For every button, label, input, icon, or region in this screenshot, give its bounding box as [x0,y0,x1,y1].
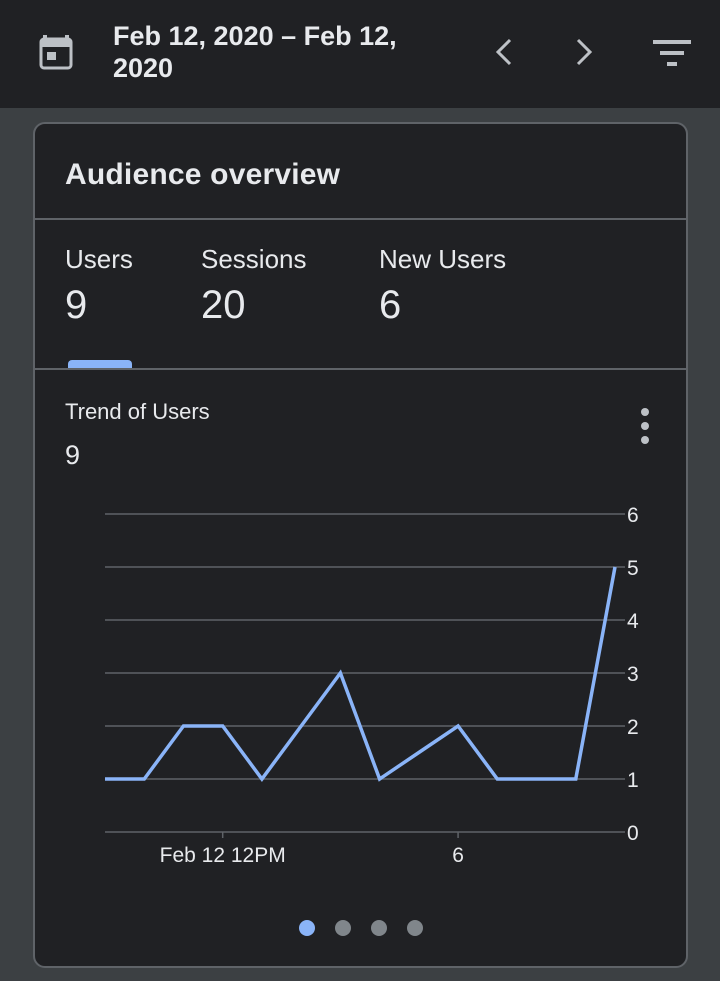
metric-value: 9 [65,283,88,327]
y-tick-label: 4 [627,610,639,633]
y-tick-label: 1 [627,769,639,792]
y-tick-label: 3 [627,663,639,686]
trend-label: Trend of Users [65,399,210,424]
x-tick-label: Feb 12 12PM [160,844,286,867]
pagination-dots [35,920,686,940]
page-dot[interactable] [406,920,423,936]
page-dot[interactable] [298,920,315,936]
metric-value: 20 [201,283,246,327]
y-tick-label: 0 [627,822,639,845]
chevron-right-icon[interactable] [569,34,599,70]
tab-users[interactable]: Users 9 [65,244,133,328]
date-range-label[interactable]: Feb 12, 2020 – Feb 12, 2020 [113,21,397,83]
filter-icon[interactable] [652,38,692,68]
page-dot[interactable] [334,920,351,936]
audience-overview-card: Audience overview Users 9 Sessions 20 Ne… [33,122,688,968]
more-vert-icon[interactable] [633,406,657,446]
tab-new-users[interactable]: New Users 6 [379,244,506,328]
users-series-line [105,566,617,782]
metric-label: New Users [379,244,507,274]
top-app-bar: Feb 12, 2020 – Feb 12, 2020 [0,0,720,108]
active-tab-indicator [68,360,132,368]
metric-label: Users [65,244,133,274]
calendar-icon[interactable] [38,33,74,71]
y-tick-label: 6 [627,504,639,527]
metric-value: 6 [379,283,402,327]
tab-sessions[interactable]: Sessions 20 [201,244,307,328]
x-tick-label: 6 [452,844,464,867]
users-trend-chart: 0 1 2 3 4 5 6 Feb 12 12PM 6 [105,504,639,867]
page-dot[interactable] [370,920,387,936]
divider [35,218,686,220]
card-title: Audience overview [65,158,341,191]
chevron-left-icon[interactable] [489,34,519,70]
divider [35,368,686,370]
y-tick-label: 5 [627,557,639,580]
y-tick-label: 2 [627,716,639,739]
trend-value: 9 [65,440,81,470]
metric-label: Sessions [201,244,307,274]
